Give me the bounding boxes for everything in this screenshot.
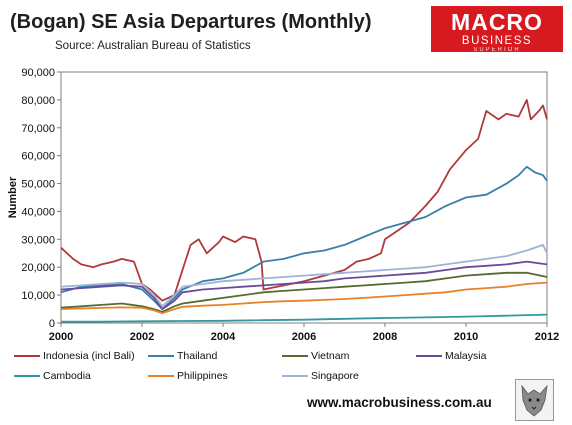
y-tick-label: 80,000 bbox=[21, 95, 55, 107]
series-line-singapore bbox=[60, 244, 548, 308]
legend-item: Vietnam bbox=[282, 350, 349, 362]
legend-item: Philippines bbox=[148, 370, 228, 382]
legend-swatch bbox=[148, 355, 174, 358]
series-line-cambodia bbox=[61, 313, 548, 323]
x-tick-label: 2006 bbox=[292, 331, 316, 343]
y-tick-label: 90,000 bbox=[21, 67, 55, 79]
legend-label: Vietnam bbox=[311, 350, 350, 362]
series-line-thailand bbox=[60, 165, 548, 310]
x-tick-label: 2008 bbox=[373, 331, 397, 343]
legend-label: Thailand bbox=[177, 350, 218, 362]
macrobusiness-logo: MACRO BUSINESS SUPERIOR bbox=[431, 6, 563, 53]
chart-source: Source: Australian Bureau of Statistics bbox=[55, 40, 251, 52]
y-tick-label: 20,000 bbox=[21, 262, 55, 274]
legend-item: Cambodia bbox=[14, 370, 91, 382]
y-tick-label: 10,000 bbox=[21, 290, 55, 302]
series-line-vietnam bbox=[60, 271, 548, 313]
y-tick-label: 40,000 bbox=[21, 206, 55, 218]
y-tick-label: 60,000 bbox=[21, 151, 55, 163]
y-axis-label: Number bbox=[7, 176, 19, 218]
legend-swatch bbox=[282, 375, 308, 378]
footer-url[interactable]: www.macrobusiness.com.au bbox=[307, 395, 492, 410]
series-line-malaysia bbox=[60, 260, 548, 310]
y-tick-label: 0 bbox=[49, 318, 55, 330]
logo-line-3: SUPERIOR bbox=[473, 47, 521, 53]
y-tick-label: 70,000 bbox=[21, 123, 55, 135]
x-tick-label: 2002 bbox=[130, 331, 154, 343]
legend-label: Philippines bbox=[177, 370, 228, 382]
y-tick-label: 30,000 bbox=[21, 234, 55, 246]
wolf-logo-icon bbox=[515, 379, 554, 421]
legend-item: Malaysia bbox=[416, 350, 486, 362]
logo-line-2: BUSINESS bbox=[461, 35, 533, 47]
chart-title: (Bogan) SE Asia Departures (Monthly) bbox=[10, 11, 372, 33]
y-tick-label: 50,000 bbox=[21, 179, 55, 191]
legend-label: Singapore bbox=[311, 370, 359, 382]
legend-swatch bbox=[282, 355, 308, 358]
legend-item: Thailand bbox=[148, 350, 217, 362]
legend-label: Malaysia bbox=[445, 350, 487, 362]
legend-swatch bbox=[14, 375, 40, 378]
x-tick-label: 2012 bbox=[535, 331, 559, 343]
legend-swatch bbox=[416, 355, 442, 358]
series-line-indonesia-incl-bali bbox=[60, 99, 548, 302]
x-tick-label: 2004 bbox=[211, 331, 236, 343]
legend-swatch bbox=[148, 375, 174, 378]
x-tick-label: 2010 bbox=[454, 331, 478, 343]
legend-label: Indonesia (incl Bali) bbox=[43, 350, 135, 362]
x-tick-label: 2000 bbox=[49, 331, 73, 343]
legend-swatch bbox=[14, 355, 40, 358]
legend-item: Indonesia (incl Bali) bbox=[14, 350, 135, 362]
series-line-philippines bbox=[60, 281, 548, 315]
legend-label: Cambodia bbox=[43, 370, 91, 382]
logo-line-1: MACRO bbox=[451, 9, 543, 35]
legend-item: Singapore bbox=[282, 370, 359, 382]
